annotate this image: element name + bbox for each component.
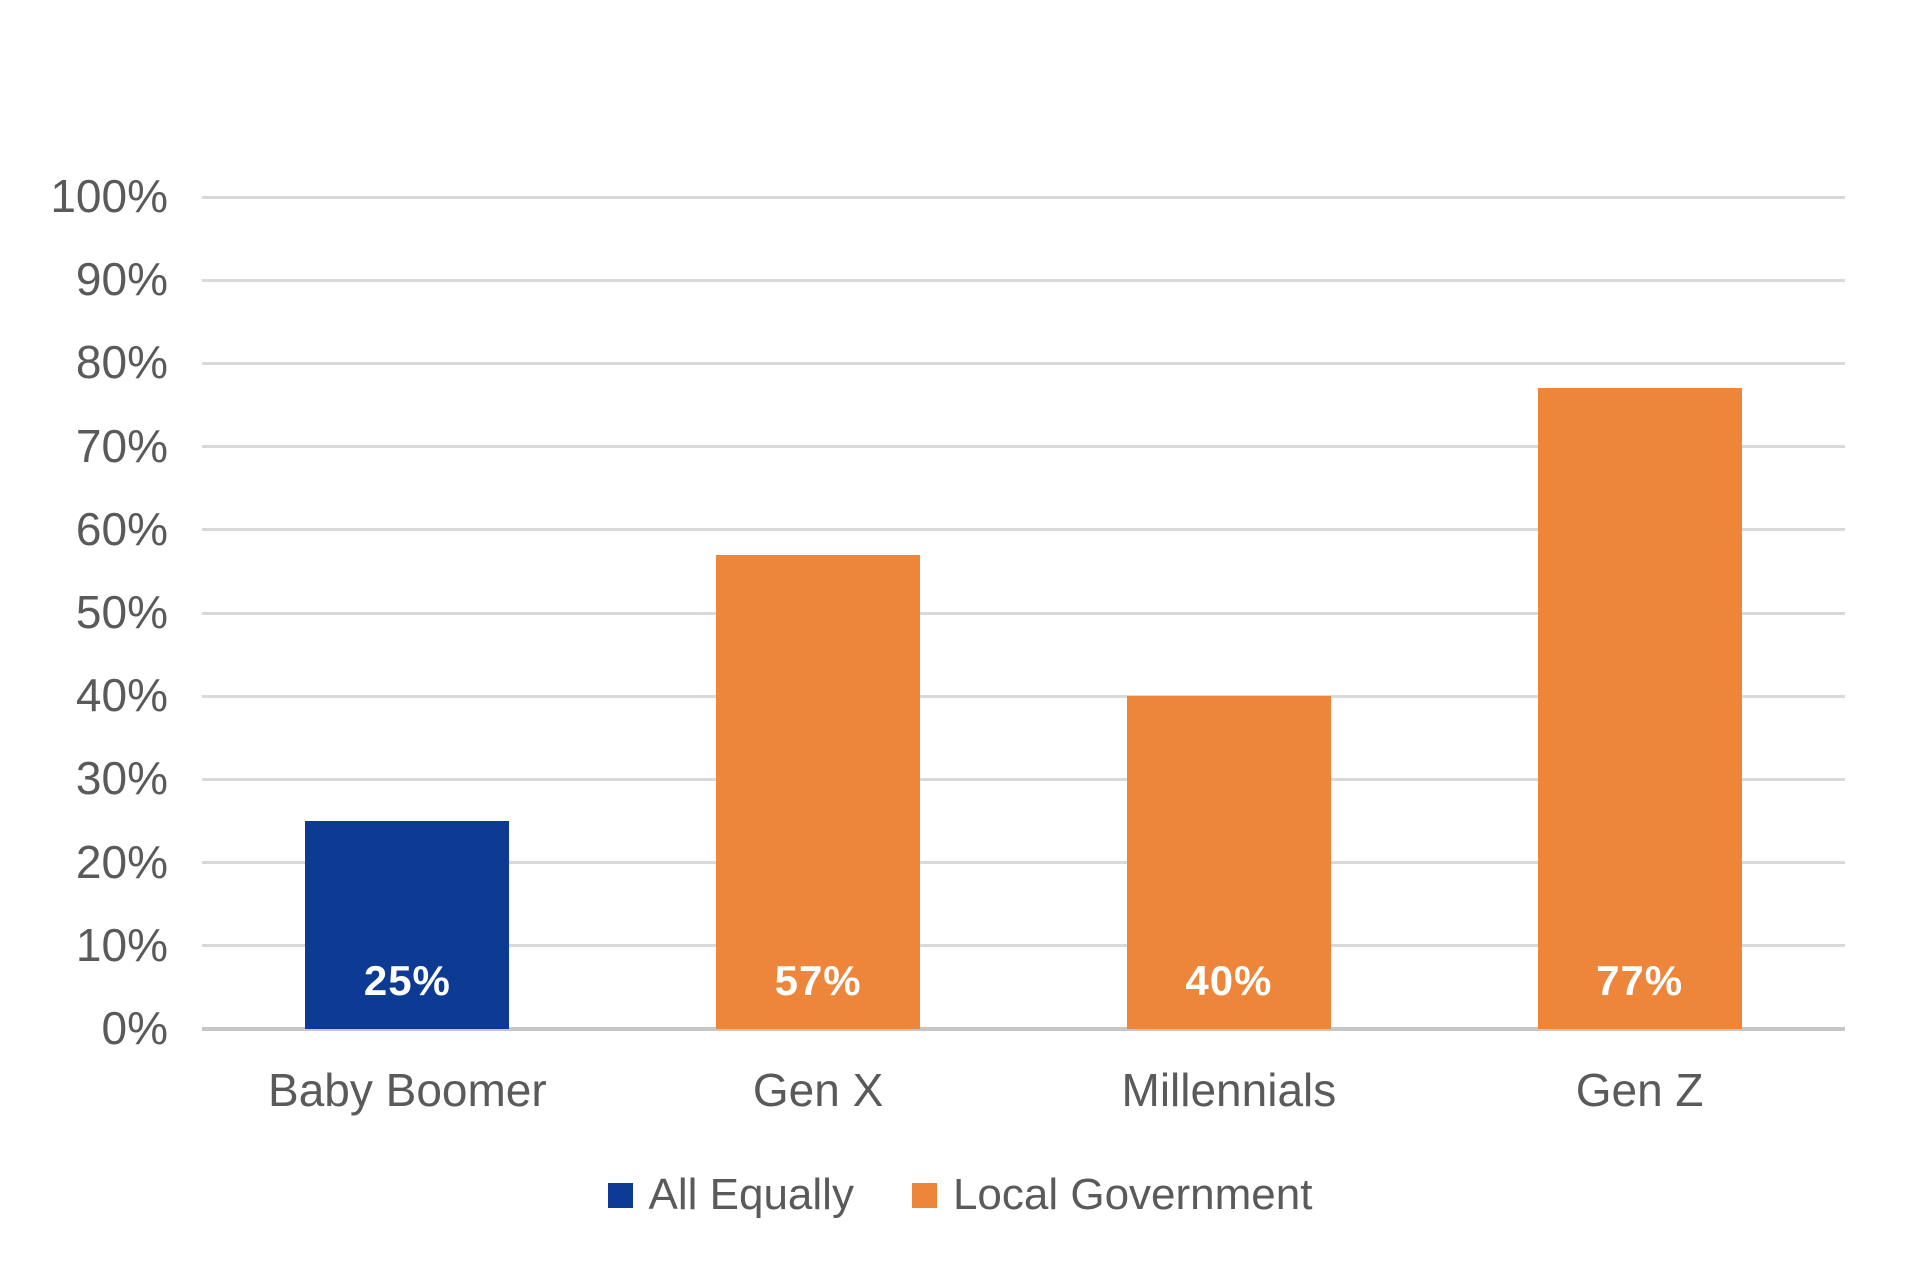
plot-area: 25% 57% 40% 77% [202, 195, 1845, 1031]
y-axis-tick-label: 50% [75, 585, 168, 638]
x-axis-category-label: Gen Z [1575, 1064, 1704, 1116]
gridline [202, 861, 1845, 865]
bar-millennials: 40% [1126, 696, 1331, 1029]
bar-gen-x: 57% [716, 554, 921, 1029]
y-axis-tick-label: 70% [75, 419, 168, 472]
gridline [202, 278, 1845, 282]
x-axis-category-label: Baby Boomer [268, 1064, 547, 1116]
y-axis-tick-label: 100% [50, 169, 168, 222]
gridline [202, 611, 1845, 615]
y-axis-tick-label: 80% [75, 336, 168, 389]
legend-swatch-icon [911, 1182, 937, 1208]
y-axis-tick-label: 20% [75, 835, 168, 888]
bar-value-label: 57% [774, 957, 862, 1004]
legend-swatch-icon [607, 1182, 633, 1208]
gridline [202, 777, 1845, 781]
y-axis-tick-label: 40% [75, 669, 168, 722]
gridline [202, 445, 1845, 449]
legend-label: Local Government [952, 1170, 1313, 1219]
x-axis-category-label: Gen X [752, 1064, 884, 1116]
bar-group: 25% 57% 40% 77% [202, 197, 1845, 1029]
bar-baby-boomer: 25% [305, 821, 510, 1029]
gridline [202, 528, 1845, 532]
x-axis-line [202, 1027, 1845, 1031]
y-axis-tick-label: 60% [75, 502, 168, 555]
gridline [202, 361, 1845, 365]
x-axis-category-label: Millennials [1121, 1064, 1337, 1116]
bar-value-label: 40% [1185, 957, 1273, 1004]
legend-label: All Equally [648, 1170, 854, 1219]
bar-value-label: 77% [1596, 957, 1684, 1004]
bar-gen-z: 77% [1537, 388, 1742, 1029]
bar-value-label: 25% [363, 957, 451, 1004]
legend-item: Local Government [911, 1170, 1313, 1220]
y-axis-tick-label: 10% [75, 918, 168, 971]
gridline [202, 195, 1845, 199]
y-axis-tick-label: 0% [101, 1001, 168, 1054]
y-axis-tick-label: 90% [75, 253, 168, 306]
y-axis-tick-label: 30% [75, 752, 168, 805]
x-axis: Baby Boomer Gen X Millennials Gen Z [202, 1063, 1845, 1117]
gridline [202, 944, 1845, 948]
legend: All Equally Local Government [0, 1170, 1920, 1220]
gridline [202, 694, 1845, 698]
legend-item: All Equally [607, 1170, 854, 1220]
